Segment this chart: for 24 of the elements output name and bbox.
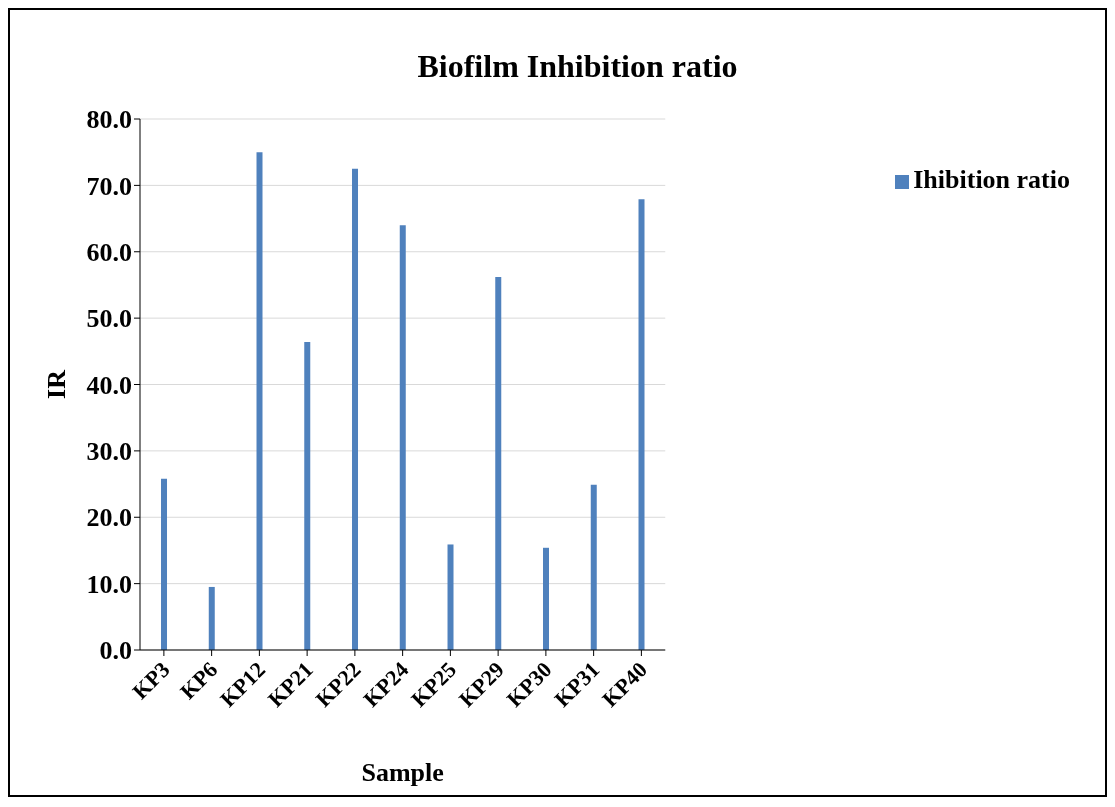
bar xyxy=(161,478,168,650)
bar xyxy=(638,199,645,650)
bar xyxy=(447,544,454,650)
bar xyxy=(208,586,215,650)
y-tick-label: 50.0 xyxy=(86,304,132,334)
bar xyxy=(399,225,406,650)
bar xyxy=(543,547,550,650)
legend-label: Ihibition ratio xyxy=(913,165,1070,194)
y-tick-label: 80.0 xyxy=(86,105,132,135)
y-axis-title: IR xyxy=(42,369,72,399)
y-tick-label: 40.0 xyxy=(86,370,132,400)
y-tick-label: 0.0 xyxy=(99,636,132,666)
bar xyxy=(495,276,502,650)
y-tick-label: 20.0 xyxy=(86,503,132,533)
bar xyxy=(304,342,311,650)
chart-title: Biofilm Inhibition ratio xyxy=(416,48,739,85)
bar xyxy=(352,168,359,650)
y-tick-label: 60.0 xyxy=(86,237,132,267)
bar xyxy=(590,484,597,650)
y-tick-label: 30.0 xyxy=(86,437,132,467)
y-tick-label: 70.0 xyxy=(86,171,132,201)
bar xyxy=(256,152,263,650)
x-axis-title: Sample xyxy=(361,758,444,787)
y-tick-label: 10.0 xyxy=(86,569,132,599)
